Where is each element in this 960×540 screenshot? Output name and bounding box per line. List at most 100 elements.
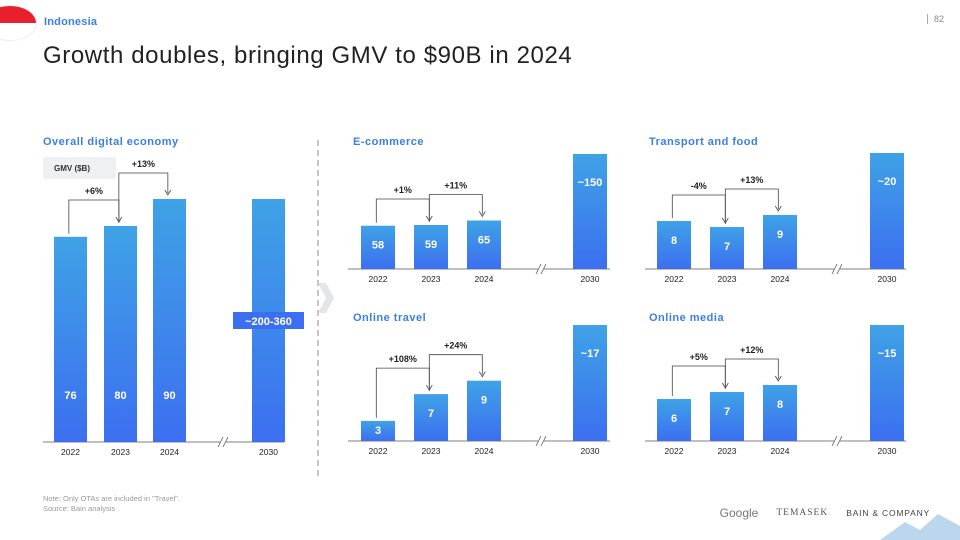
chart-title: Online media [649, 312, 724, 324]
year-label: 2024 [475, 274, 494, 284]
growth-bracket [671, 365, 726, 396]
value-label: 8 [671, 235, 677, 247]
axis-break-gap [538, 435, 544, 447]
bar-2022 [657, 399, 691, 441]
bar-2023 [414, 224, 448, 269]
axis-break-mark [535, 263, 542, 275]
value-label: 7 [428, 408, 434, 420]
axis-break-mark [540, 435, 547, 447]
value-label: 9 [481, 395, 487, 407]
year-label: 2030 [878, 446, 897, 456]
bar-2022 [361, 420, 395, 441]
growth-label: +24% [444, 341, 467, 351]
value-label: ~150 [578, 177, 603, 189]
value-label: 8 [777, 399, 783, 411]
bar-2022 [657, 221, 691, 269]
axis-break-mark [831, 263, 838, 275]
chart-title: Transport and food [649, 136, 758, 148]
year-label: 2023 [718, 274, 737, 284]
axis-break-gap [834, 435, 840, 447]
year-label: 2024 [475, 446, 494, 456]
value-label: ~20 [878, 176, 897, 188]
axis-break-mark [535, 435, 542, 447]
growth-label: +12% [740, 345, 763, 355]
growth-label: +13% [740, 175, 763, 185]
growth-bracket [671, 194, 726, 221]
footnote: Note: Only OTAs are included in "Travel"… [43, 494, 180, 514]
page-number: 82 [926, 14, 944, 24]
bar-2024 [763, 215, 797, 269]
value-label: ~200-360 [245, 316, 292, 328]
value-label: 58 [372, 240, 384, 252]
growth-bracket [428, 354, 483, 392]
growth-label: +13% [132, 159, 155, 169]
year-label: 2023 [422, 446, 441, 456]
arrow-head-icon [774, 205, 782, 212]
chart-0: Overall digital economy GMV ($B) 76 2022 80 2… [43, 136, 304, 457]
axis-break-mark [540, 263, 547, 275]
year-label: 2024 [771, 446, 790, 456]
chart-3: Online travel 3 2022 7 2023 9 2024 ~17 2030 +108%… [348, 312, 610, 456]
bar-2024 [467, 380, 501, 441]
growth-label: +6% [85, 186, 103, 196]
bar-2030 [870, 325, 904, 441]
arrow-head-icon [478, 371, 486, 378]
axis-break-gap [538, 263, 544, 275]
year-label: 2022 [61, 447, 80, 457]
bain-logo: BAIN & COMPANY [846, 508, 930, 518]
year-label: 2030 [878, 274, 897, 284]
chart-4: Online media 6 2022 7 2023 8 2024 ~15 2030 +5% +12… [645, 312, 906, 456]
value-label: 80 [114, 390, 126, 402]
year-label: 2022 [665, 274, 684, 284]
growth-label: +11% [444, 181, 467, 191]
year-label: 2024 [160, 447, 179, 457]
year-label: 2030 [581, 274, 600, 284]
chart-title: Online travel [353, 312, 426, 324]
value-label: 9 [777, 229, 783, 241]
value-label: 7 [724, 406, 730, 418]
value-label: 7 [724, 241, 730, 253]
partner-logos: Google TEMASEK BAIN & COMPANY [720, 506, 930, 520]
chart-title: Overall digital economy [43, 136, 179, 148]
arrow-head-icon [164, 189, 172, 196]
bar-2030 [870, 153, 904, 269]
year-label: 2030 [259, 447, 278, 457]
google-logo: Google [719, 506, 759, 520]
bar-2024 [467, 220, 501, 269]
value-label: 65 [478, 235, 490, 247]
growth-label: -4% [691, 181, 707, 191]
chart-1: E-commerce 58 2022 59 2023 65 2024 ~150 2030 +1% +… [348, 136, 610, 284]
growth-bracket [724, 358, 779, 389]
value-label: 6 [671, 413, 677, 425]
bar-2030 [573, 154, 607, 269]
value-label: ~15 [878, 348, 897, 360]
mountain-decoration [880, 514, 960, 540]
bar-2023 [104, 226, 137, 442]
chart-2: Transport and food 8 2022 7 2023 9 2024 ~20 2030… [645, 136, 906, 284]
year-label: 2023 [718, 446, 737, 456]
axis-break-mark [836, 435, 843, 447]
indonesia-flag-icon [0, 6, 36, 40]
bar-2022 [361, 225, 395, 269]
brand-label: Indonesia [44, 16, 98, 28]
value-label: 76 [64, 390, 76, 402]
year-label: 2022 [665, 446, 684, 456]
arrow-head-icon [774, 375, 782, 382]
value-label: 59 [425, 239, 437, 251]
year-label: 2022 [369, 274, 388, 284]
bar-2023 [414, 394, 448, 441]
value-label: 3 [375, 425, 381, 437]
source-text: Source: Bain analysis [43, 504, 116, 513]
growth-label: +5% [690, 352, 708, 362]
bar-2023 [710, 227, 744, 269]
value-badge [233, 312, 304, 329]
unit-badge [43, 157, 116, 179]
note-text: Note: Only OTAs are included in "Travel"… [43, 494, 181, 503]
axis-break-gap [220, 436, 226, 448]
growth-bracket [118, 172, 169, 223]
bar-2024 [763, 385, 797, 441]
growth-bracket [428, 194, 483, 222]
axis-break-gap [834, 263, 840, 275]
temasek-logo: TEMASEK [776, 508, 829, 518]
